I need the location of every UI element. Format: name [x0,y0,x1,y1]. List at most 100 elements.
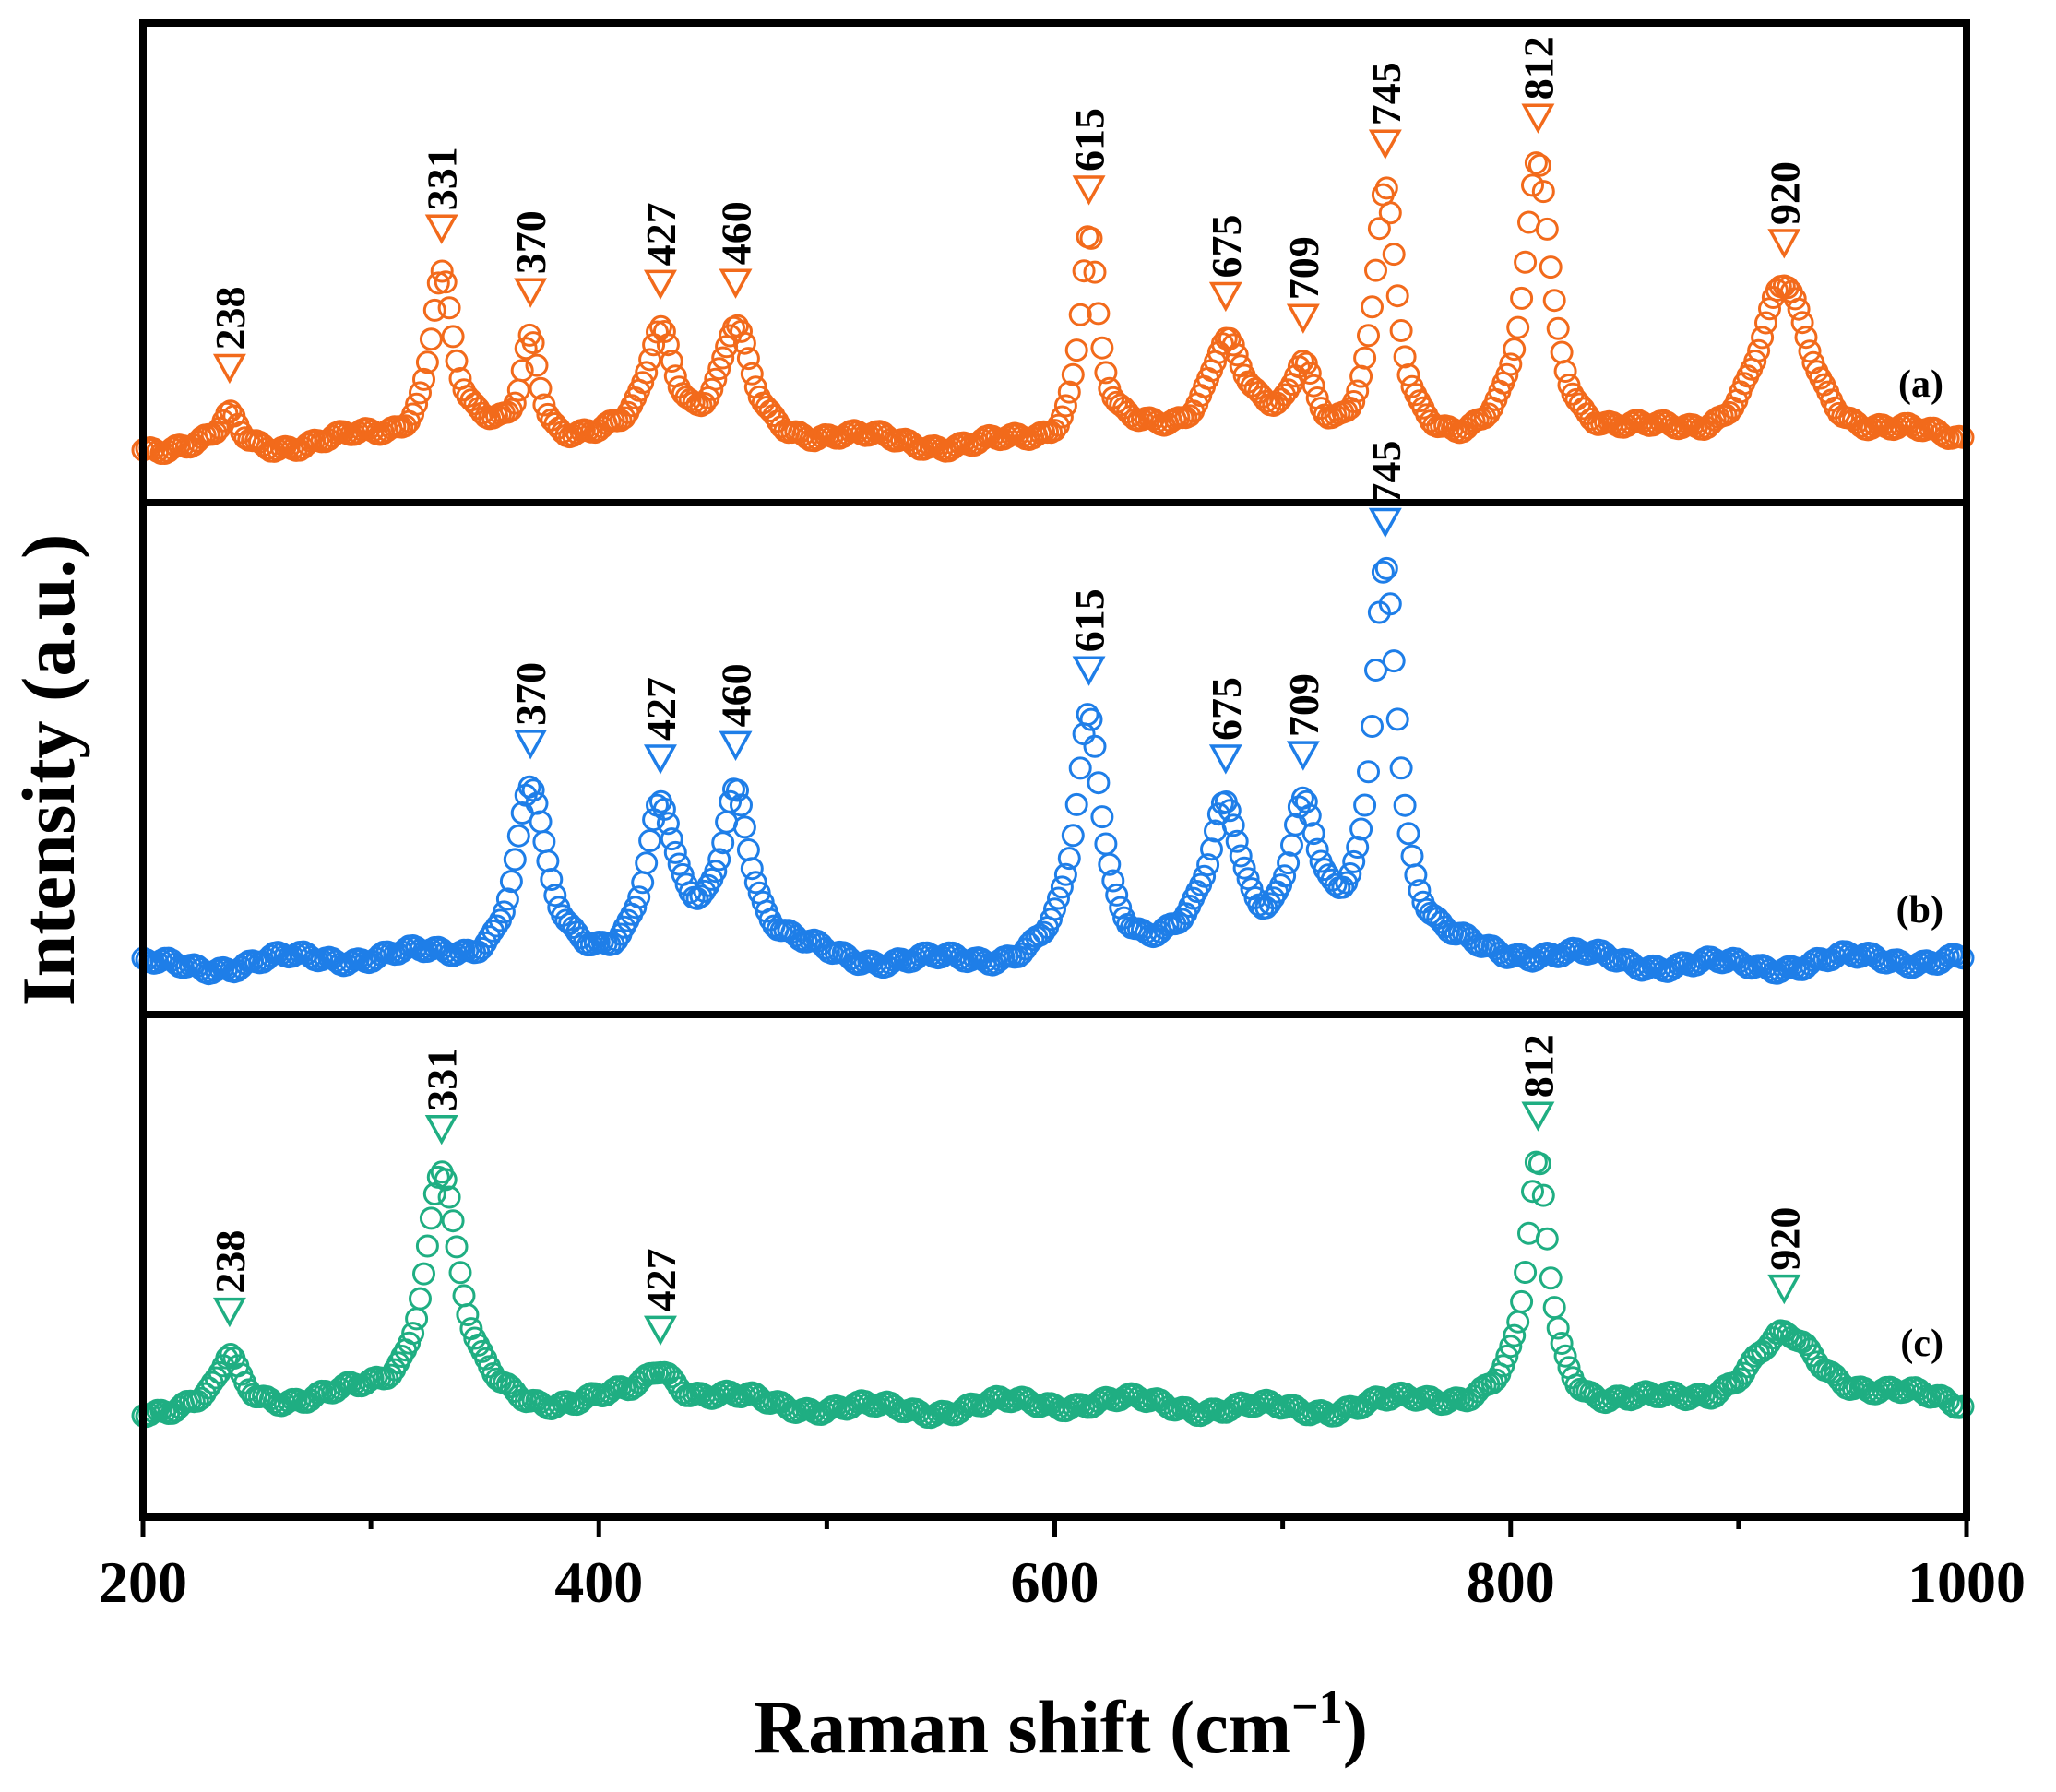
data-point [1499,352,1523,376]
peak-marker-triangle [1767,1274,1801,1305]
data-point [908,1400,932,1424]
data-point [707,848,731,872]
data-point [1206,802,1230,826]
data-point [1342,849,1366,873]
x-axis-label-close: ) [1343,1685,1368,1769]
data-point [1090,805,1114,829]
peak-marker-triangle [643,269,677,300]
data-point [1298,803,1322,827]
data-point [1527,1152,1551,1176]
data-point [1503,338,1527,362]
data-point [1535,217,1559,241]
data-point [1236,867,1260,891]
data-point [1385,707,1409,731]
data-point [1751,326,1775,350]
data-point [525,353,549,377]
data-point [740,362,764,386]
data-point [1783,287,1807,311]
data-point [1385,284,1409,308]
data-point [831,424,855,448]
data-point [1754,955,1777,979]
data-point [1378,201,1402,225]
data-point [434,270,458,294]
peak-marker-triangle [514,730,548,760]
peak-label: 745 [1362,440,1409,504]
data-point [204,1366,228,1390]
peak-marker-triangle [643,744,677,775]
peak-label: 675 [1203,214,1250,278]
data-point [711,346,735,370]
data-point [419,1206,443,1230]
data-point [1357,324,1380,348]
data-point [445,349,469,373]
data-point [638,348,662,372]
peak-marker-triangle [1286,741,1320,771]
data-point [1298,362,1322,385]
data-point [1550,340,1574,364]
data-point [1506,315,1530,339]
data-point [1527,153,1551,177]
data-point [1057,380,1081,404]
data-point [719,789,743,813]
data-point [1229,844,1253,868]
data-point [1714,403,1738,427]
data-point [1729,1367,1753,1391]
peak-marker-triangle [424,214,458,244]
data-point [663,840,687,864]
data-point [532,830,556,854]
data-point [1258,892,1282,916]
data-point [219,399,243,423]
peak-label: 238 [207,287,254,350]
x-tick-label: 1000 [1907,1549,2026,1615]
frame-layer [139,19,1970,1521]
data-point [529,810,553,834]
data-point [1290,350,1314,373]
data-point [656,1361,680,1385]
data-point [1743,350,1767,373]
data-point [1090,336,1114,360]
data-point [503,391,527,415]
data-point [1546,1316,1570,1340]
data-point [1064,792,1088,816]
data-point [437,296,461,320]
peak-marker-triangle [643,1315,677,1347]
data-point [1503,1323,1527,1347]
data-point [1546,316,1570,340]
data-point [1495,1344,1519,1368]
peak-marker-triangle [1208,281,1242,313]
peak-label: 920 [1761,1207,1808,1271]
data-point [1396,822,1420,846]
data-point [1087,771,1111,795]
data-point [693,879,717,903]
data-point [445,1235,469,1259]
data-point [258,1387,282,1411]
data-point [1349,364,1373,388]
data-point [394,414,418,438]
data-point [1225,343,1249,367]
peak-label: 460 [713,663,760,727]
data-point [1301,822,1325,846]
data-point [441,325,465,349]
data-point [1389,756,1413,780]
data-point [415,1234,439,1258]
data-point [1389,319,1413,342]
data-point [419,327,443,351]
data-point [1353,793,1377,817]
data-point [422,1182,446,1205]
data-point [1539,255,1563,279]
data-point [1028,923,1052,947]
data-point [1277,851,1301,875]
data-point [635,361,659,385]
axis-layer: 200 400 600 800 1000 Raman shift (cm−1) Intens… [6,534,2026,1769]
data-point [492,900,516,924]
data-point [945,943,969,967]
data-point [635,851,659,875]
data-point [1221,813,1245,837]
data-point [495,887,519,911]
data-point [1542,1296,1566,1320]
data-point [704,367,728,391]
panel-label: (b) [1896,889,1943,932]
data-point [660,350,683,373]
peak-label: 370 [507,210,554,274]
data-point [1361,295,1384,319]
